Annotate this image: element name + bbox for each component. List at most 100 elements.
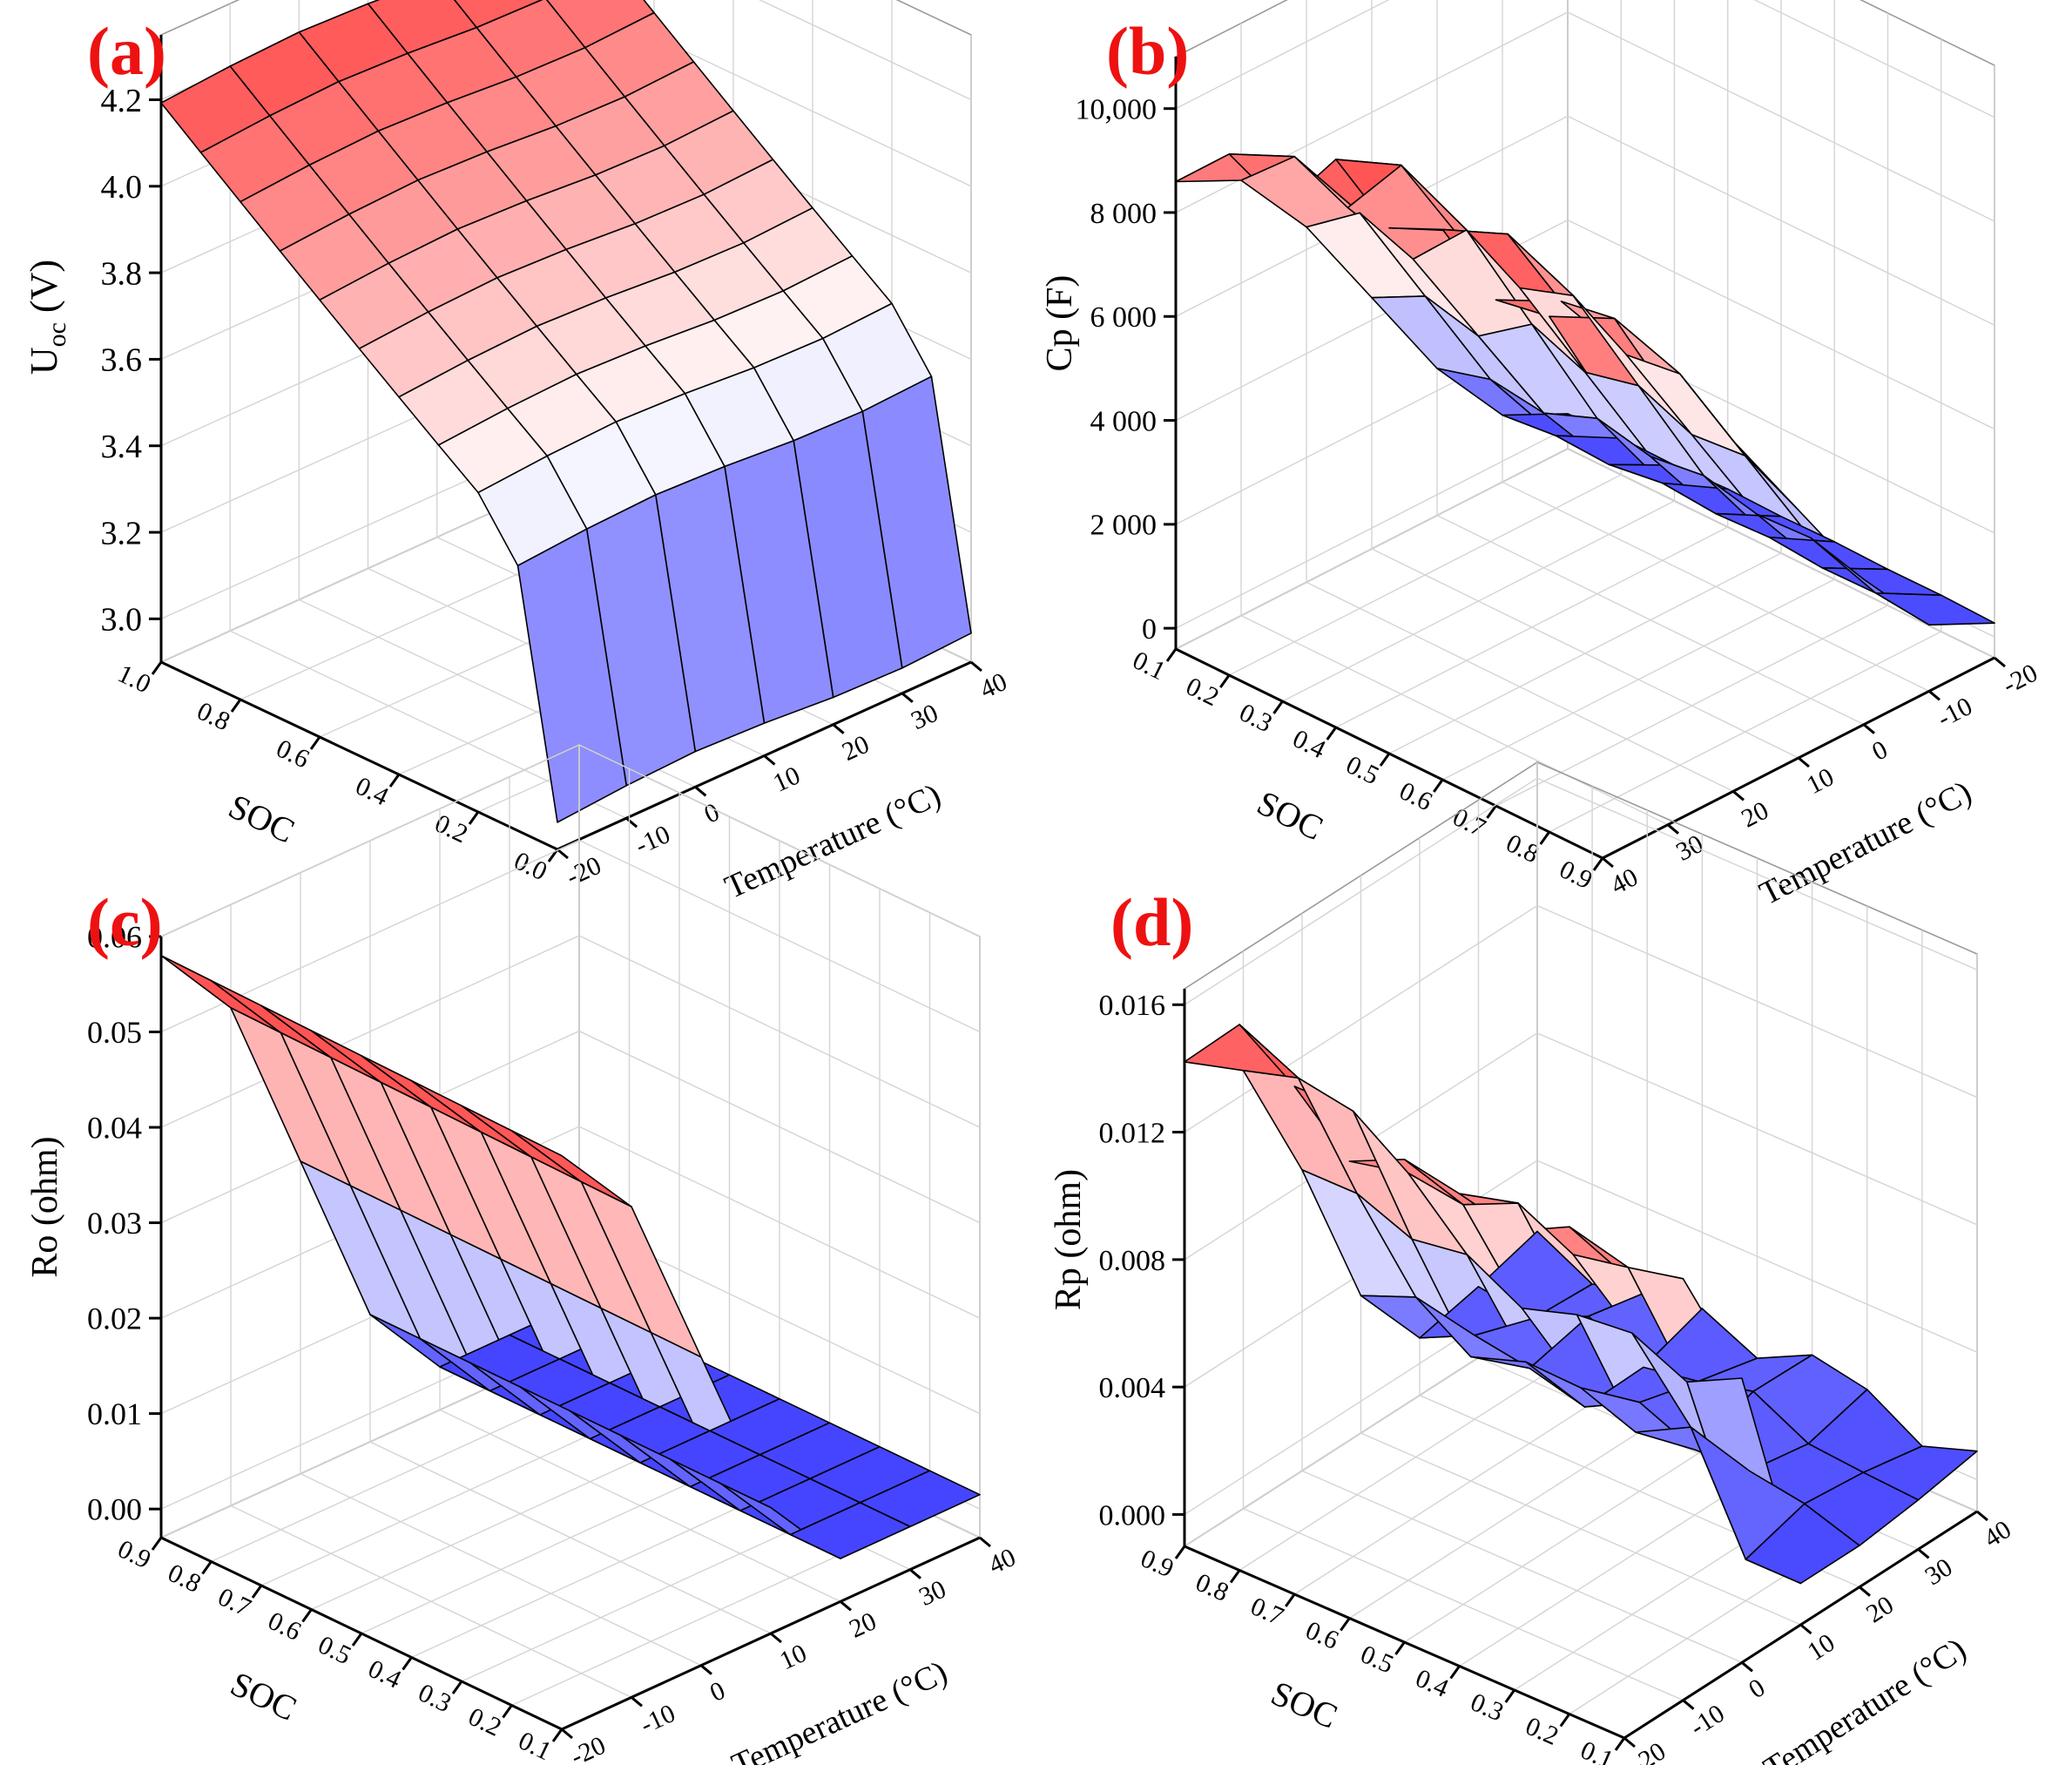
soc-axis-title: SOC xyxy=(1265,1673,1343,1735)
temp-tick xyxy=(1732,790,1745,801)
soc-tick xyxy=(309,736,321,750)
soc-tick xyxy=(1504,1689,1515,1703)
temp-tick xyxy=(840,1600,852,1612)
soc-tick-label: 0.4 xyxy=(364,1654,406,1694)
surface-mesh xyxy=(160,955,981,1559)
soc-tick-label: 0.8 xyxy=(192,696,234,736)
soc-tick xyxy=(1174,1545,1186,1559)
temp-tick xyxy=(1859,1586,1871,1597)
soc-tick-label: 0.8 xyxy=(1191,1568,1233,1607)
temp-gridline xyxy=(229,3,627,819)
temp-tick xyxy=(979,1536,991,1548)
soc-tick-label: 0.1 xyxy=(1128,646,1170,686)
soc-tick-label: 0.5 xyxy=(314,1630,355,1670)
temp-tick-label: 40 xyxy=(975,667,1011,704)
temp-tick xyxy=(694,786,707,797)
soc-tick xyxy=(1285,1593,1296,1607)
z-tick-label: 3.2 xyxy=(101,515,143,551)
panel-label: (b) xyxy=(1106,13,1189,89)
soc-tick-label: 0.5 xyxy=(1356,1640,1398,1679)
temp-gridline xyxy=(1360,876,1801,1626)
soc-tick-label: 0.1 xyxy=(1576,1735,1618,1765)
temp-tick-label: 30 xyxy=(907,699,942,735)
z-gridline xyxy=(1175,427,1995,638)
temp-tick-label: -20 xyxy=(1626,1737,1670,1765)
temp-tick xyxy=(970,660,982,673)
soc-tick-label: 0.2 xyxy=(430,808,472,849)
z-tick-label: 0 xyxy=(1142,613,1157,646)
z-axis-title-main: U xyxy=(23,347,65,375)
z-tick-label: 0.008 xyxy=(1099,1245,1166,1277)
soc-tick-label: 0.9 xyxy=(1137,1544,1178,1583)
soc-axis xyxy=(160,660,558,851)
temp-tick xyxy=(909,1568,921,1579)
soc-tick xyxy=(1614,1737,1626,1751)
temp-tick xyxy=(1798,756,1810,768)
z-axis-title-sub: oc xyxy=(43,322,71,347)
z-tick-label: 4.0 xyxy=(101,169,143,206)
soc-tick xyxy=(1272,700,1284,714)
soc-tick xyxy=(301,1608,313,1623)
temperature-axis-title: Temperature (°C) xyxy=(1758,1631,1973,1765)
soc-tick-label: 0.4 xyxy=(1411,1664,1453,1703)
z-tick-label: 0.05 xyxy=(87,1015,142,1050)
z-tick-label: 0.00 xyxy=(87,1492,142,1527)
temp-tick xyxy=(1863,723,1875,734)
temp-tick xyxy=(1667,823,1679,835)
z-axis-title: Rp (ohm) xyxy=(1049,1169,1089,1310)
temp-gridline xyxy=(1240,23,1669,826)
soc-tick xyxy=(551,1728,564,1742)
soc-tick xyxy=(1449,1665,1461,1680)
temp-tick-label: -20 xyxy=(566,1731,610,1765)
temp-tick xyxy=(763,754,776,766)
z-tick-label: 0.004 xyxy=(1099,1372,1166,1404)
panel-label: (d) xyxy=(1110,884,1193,960)
soc-tick-label: 0.4 xyxy=(351,771,393,811)
z-axis-title-unit: (V) xyxy=(23,260,65,322)
surface-cell xyxy=(1745,1503,1860,1585)
soc-tick xyxy=(402,1656,413,1671)
surface-cell xyxy=(1875,592,1995,626)
z-tick-label: 0.06 xyxy=(87,920,142,955)
temp-tick xyxy=(901,692,914,703)
temperature-axis-title: Temperature (°C) xyxy=(1754,774,1978,912)
soc-tick-label: 0.7 xyxy=(1246,1592,1288,1631)
soc-tick-label: 0.9 xyxy=(1555,855,1596,895)
temp-tick xyxy=(1799,1623,1812,1635)
panel-label: (a) xyxy=(87,13,166,89)
temp-tick-label: -10 xyxy=(1933,692,1977,734)
z-tick-label: 4 000 xyxy=(1090,405,1157,437)
soc-axis-title: SOC xyxy=(225,1664,303,1728)
soc-tick-label: 0.5 xyxy=(1341,750,1383,790)
temp-tick xyxy=(770,1632,782,1644)
soc-tick-label: 0.7 xyxy=(213,1582,255,1622)
temp-tick-label: -20 xyxy=(1998,659,2042,700)
soc-tick xyxy=(251,1585,263,1599)
z-axis-title: Uoc (V) xyxy=(23,260,71,375)
temperature-axis-title: Temperature (°C) xyxy=(719,777,946,906)
soc-tick xyxy=(1229,1569,1241,1584)
temp-tick-label: 40 xyxy=(1606,862,1643,900)
soc-tick-label: 0.6 xyxy=(1394,776,1436,816)
soc-tick-label: 0.6 xyxy=(1301,1616,1343,1655)
temp-tick-label: 10 xyxy=(1802,1628,1839,1667)
soc-tick-label: 0.2 xyxy=(464,1702,506,1742)
surface-mesh xyxy=(1184,1024,1978,1585)
temp-gridline xyxy=(369,841,772,1634)
panel-c: 0.000.010.020.030.040.050.060.90.80.70.6… xyxy=(25,743,1020,1765)
temp-tick xyxy=(1928,690,1940,701)
soc-tick xyxy=(1433,779,1444,793)
temp-tick xyxy=(1602,856,1614,869)
z-tick-label: 0.04 xyxy=(87,1111,142,1146)
soc-tick xyxy=(1219,674,1231,688)
temp-tick xyxy=(1623,1736,1636,1748)
temp-tick xyxy=(1682,1699,1695,1710)
soc-tick xyxy=(1379,753,1391,767)
z-tick-label: 0.02 xyxy=(87,1302,142,1336)
temp-tick xyxy=(631,1696,643,1708)
temp-tick-label: 40 xyxy=(984,1543,1020,1579)
temp-tick-label: 20 xyxy=(838,730,874,767)
temp-tick-label: 10 xyxy=(1802,762,1839,800)
soc-tick-label: 0.3 xyxy=(414,1678,456,1718)
temp-tick xyxy=(557,848,569,860)
